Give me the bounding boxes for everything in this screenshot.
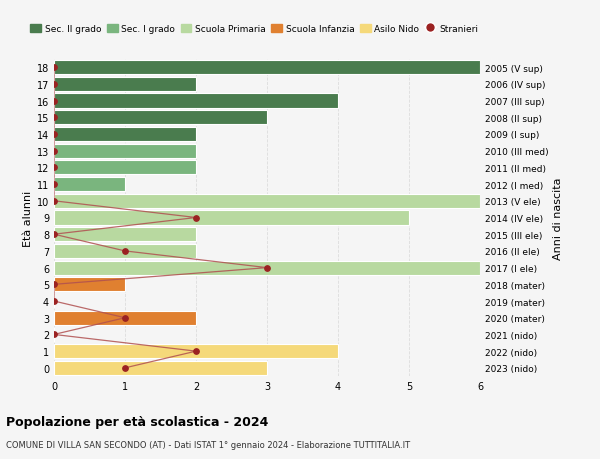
Bar (54, 261, 480, 275)
Point (49, 98, 59, 105)
Point (49, 231, 59, 238)
Point (262, 264, 272, 272)
Point (191, 348, 201, 355)
Bar (54, 111, 267, 125)
Text: COMUNE DI VILLA SAN SECONDO (AT) - Dati ISTAT 1° gennaio 2024 - Elaborazione TUT: COMUNE DI VILLA SAN SECONDO (AT) - Dati … (6, 440, 410, 449)
Bar (54, 344, 338, 358)
Point (120, 314, 130, 322)
Point (120, 364, 130, 372)
Point (49, 298, 59, 305)
Point (49, 181, 59, 188)
Bar (54, 61, 480, 75)
Point (49, 81, 59, 88)
Bar (54, 311, 196, 325)
Bar (54, 94, 338, 108)
Bar (54, 178, 125, 192)
Bar (54, 228, 196, 242)
Bar (54, 278, 125, 292)
Point (49, 131, 59, 138)
Point (191, 214, 201, 222)
Y-axis label: Età alunni: Età alunni (23, 190, 32, 246)
Bar (54, 361, 267, 375)
Point (49, 164, 59, 172)
Bar (54, 161, 196, 175)
Text: Popolazione per età scolastica - 2024: Popolazione per età scolastica - 2024 (6, 415, 268, 428)
Point (49, 198, 59, 205)
Bar (54, 78, 196, 92)
Y-axis label: Anni di nascita: Anni di nascita (553, 177, 563, 259)
Point (49, 331, 59, 338)
Legend: Sec. II grado, Sec. I grado, Scuola Primaria, Scuola Infanzia, Asilo Nido, Stran: Sec. II grado, Sec. I grado, Scuola Prim… (29, 23, 480, 36)
Point (49, 281, 59, 288)
Bar (54, 128, 196, 142)
Bar (54, 144, 196, 158)
Point (120, 248, 130, 255)
Bar (54, 194, 480, 208)
Bar (54, 211, 409, 225)
Bar (54, 244, 196, 258)
Point (49, 114, 59, 122)
Point (49, 64, 59, 72)
Point (49, 148, 59, 155)
